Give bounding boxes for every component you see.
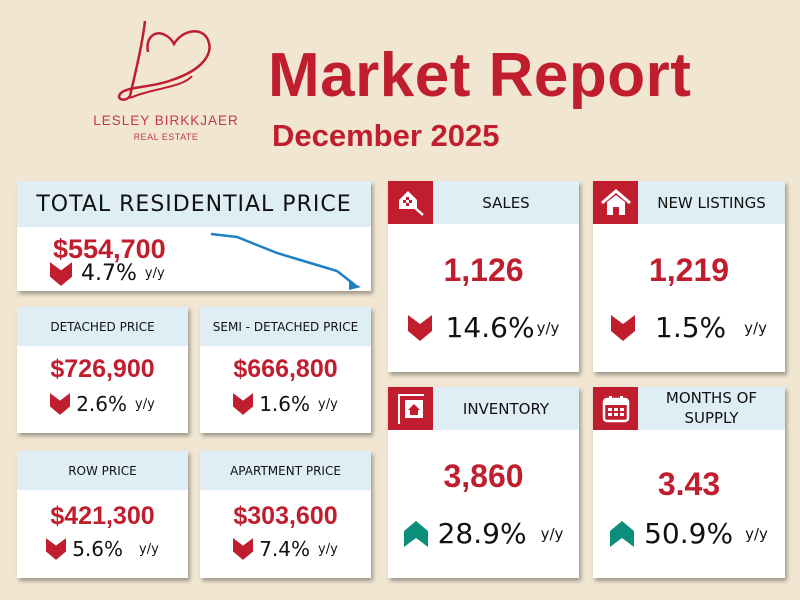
change-unit: y/y [139,541,159,557]
inventory-card: INVENTORY 3,860 28.9% y/y [388,387,579,578]
change-unit: y/y [540,524,564,543]
down-arrow-icon [50,393,70,415]
detached-change: 2.6% y/y [17,392,188,416]
supply-change: 50.9% y/y [593,517,785,550]
calendar-icon [593,387,638,430]
change-value: 1.5% [655,311,727,344]
semi-value: $666,800 [233,355,338,383]
card-title: ROW PRICE [17,451,188,490]
detached-price-card: DETACHED PRICE $726,900 2.6% y/y [17,307,188,433]
detached-value: $726,900 [50,355,155,383]
change-value: 4.7% [81,261,137,286]
logo-heart-icon [117,20,211,101]
card-title: DETACHED PRICE [17,307,188,346]
down-arrow-icon [611,313,635,343]
brand-name: LESLEY BIRKKJAER [93,113,239,128]
row-price-card: ROW PRICE $421,300 5.6% y/y [17,451,188,578]
supply-value: 3.43 [657,466,721,502]
change-value: 28.9% [437,517,527,550]
change-value: 50.9% [644,517,734,550]
semi-detached-price-card: SEMI - DETACHED PRICE $666,800 1.6% y/y [200,307,371,433]
house-key-icon [388,181,433,224]
row-change: 5.6% y/y [17,537,188,561]
card-title: APARTMENT PRICE [200,451,371,490]
down-arrow-icon [408,313,432,343]
apartment-change: 7.4% y/y [200,537,371,561]
page-title: Market Report [268,41,692,110]
change-value: 14.6% [445,311,535,344]
listings-change: 1.5% y/y [593,311,785,344]
change-unit: y/y [144,266,165,281]
total-residential-card: TOTAL RESIDENTIAL PRICE $554,700 4.7% y/… [17,181,371,291]
apartment-price-card: APARTMENT PRICE $303,600 7.4% y/y [200,451,371,578]
up-arrow-icon [610,519,634,549]
change-unit: y/y [318,541,338,557]
months-of-supply-card: MONTHS OF SUPPLY 3.43 50.9% y/y [593,387,785,578]
apartment-value: $303,600 [233,502,338,530]
sales-card: SALES 1,126 14.6% y/y [388,181,579,372]
inventory-change: 28.9% y/y [388,517,579,550]
change-unit: y/y [318,396,338,412]
change-value: 1.6% [259,392,311,416]
row-value: $421,300 [50,502,155,530]
card-title: SEMI - DETACHED PRICE [200,307,371,346]
house-sign-icon [388,387,433,430]
change-unit: y/y [744,318,767,337]
down-arrow-icon [46,538,66,560]
change-unit: y/y [536,318,560,337]
down-arrow-icon [50,262,72,286]
change-unit: y/y [745,524,768,543]
sales-change: 14.6% y/y [388,311,579,344]
card-title-text: MONTHS OF SUPPLY [665,389,758,427]
listings-value: 1,219 [648,252,730,288]
sales-value: 1,126 [443,252,524,288]
total-change: 4.7% y/y [50,261,165,286]
down-arrow-icon [233,538,253,560]
house-icon [593,181,638,224]
card-title: TOTAL RESIDENTIAL PRICE [17,181,371,227]
new-listings-card: NEW LISTINGS 1,219 1.5% y/y [593,181,785,372]
change-value: 2.6% [76,392,128,416]
trend-line [210,232,361,290]
up-arrow-icon [404,519,428,549]
page-subtitle: December 2025 [272,118,500,153]
change-unit: y/y [135,396,155,412]
inventory-value: 3,860 [443,458,524,494]
change-value: 5.6% [72,537,124,561]
trend-arrow-icon [349,281,361,290]
semi-change: 1.6% y/y [200,392,371,416]
down-arrow-icon [233,393,253,415]
total-value: $554,700 [53,234,166,264]
change-value: 7.4% [259,537,311,561]
brand-subtitle: REAL ESTATE [133,132,199,142]
